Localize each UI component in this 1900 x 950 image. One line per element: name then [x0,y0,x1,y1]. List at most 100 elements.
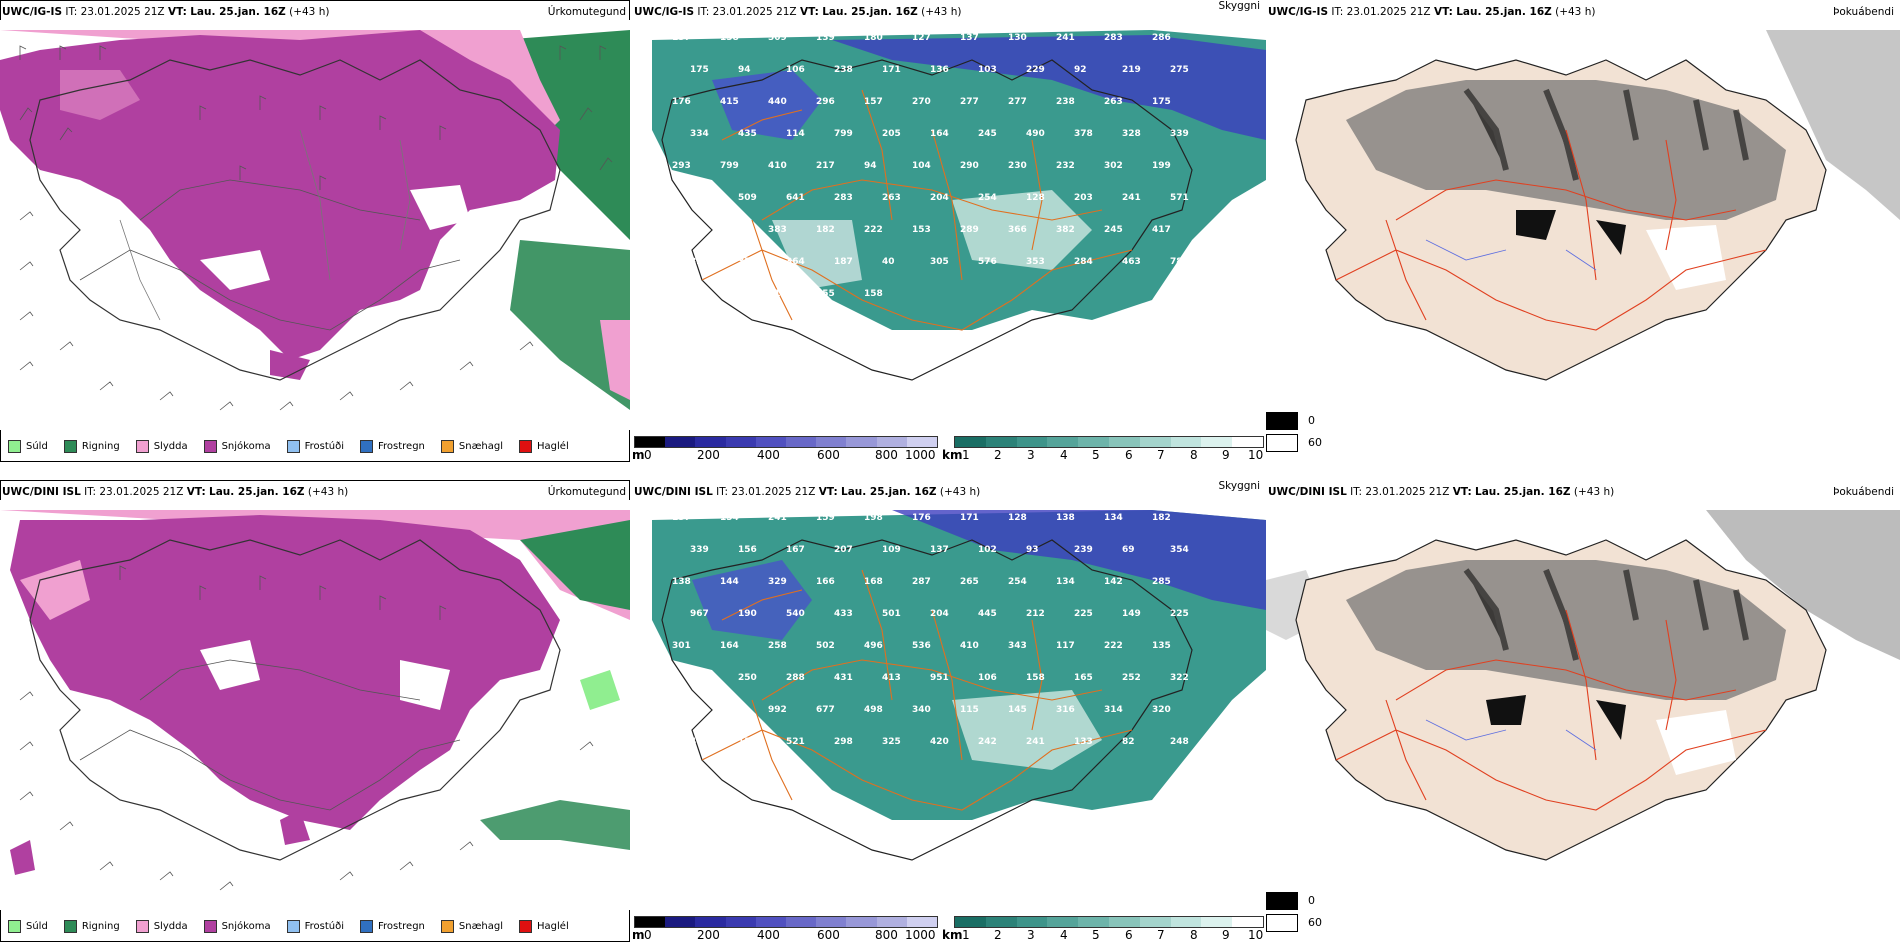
height-label: 142 [1104,577,1123,587]
height-label: 302 [1104,161,1123,171]
visibility-panel: UWC/IG-IS IT: 23.01.2025 21Z VT: Lau. 25… [632,0,1266,470]
height-label: 502 [816,641,835,651]
height-label: 328 [1122,129,1141,139]
height-label: 232 [1056,161,1075,171]
height-label: 540 [786,609,805,619]
vt-label: VT: [167,6,187,18]
height-label: 322 [1170,673,1189,683]
height-label: 165 [1074,673,1093,683]
height-label: 283 [834,193,853,203]
legend-item: Rigning [63,920,120,933]
legend-item: Frostregn [360,920,425,933]
height-label: 137 [738,737,757,747]
fog-map [1266,500,1900,910]
height-label: 285 [1152,577,1171,587]
precip-type-panel: UWC/IG-IS IT: 23.01.2025 21Z VT: Lau. 25… [0,0,632,470]
precip-map [0,500,630,910]
precip-legend: Súld Rigning Slydda Snjókoma Frostúði Fr… [8,920,585,933]
height-label: 354 [1170,545,1189,555]
height-label: 301 [672,641,691,651]
height-label: 176 [912,513,931,523]
height-label: 799 [720,161,739,171]
height-label: 180 [864,33,883,43]
it-label: IT: [65,6,78,18]
height-colorbar [634,916,938,928]
height-label: 288 [786,673,805,683]
panel-title: Úrkomutegund [547,6,626,18]
height-label: 415 [720,97,739,107]
height-label: 137 [672,513,691,523]
height-label: 364 [786,257,805,267]
height-label: 217 [816,161,835,171]
height-label: 238 [1056,97,1075,107]
panel-header: UWC/IG-IS IT: 23.01.2025 21Z VT: Lau. 25… [1268,6,1596,18]
height-label: 378 [1074,129,1093,139]
height-label: 138 [1056,513,1075,523]
height-label: 417 [1152,225,1171,235]
height-label: 239 [1074,545,1093,555]
height-label: 298 [672,289,691,299]
panel-header: UWC/DINI ISL IT: 23.01.2025 21Z VT: Lau.… [2,486,349,498]
visibility-colorbar [954,436,1264,448]
legend-item: Rigning [63,440,120,453]
height-label: 318 [768,289,787,299]
height-label: 265 [960,577,979,587]
height-label: 277 [960,97,979,107]
fog-legend: 0 60 [1266,412,1322,452]
height-label: 297 [720,225,739,235]
height-label: 207 [834,545,853,555]
height-label: 149 [1122,609,1141,619]
panel-title: Úrkomutegund [547,486,626,498]
height-label: 314 [1104,705,1123,715]
height-label: 156 [738,545,757,555]
height-label: 167 [786,545,805,555]
visibility-map: 137 138 509 139 180 127 137 130 241 283 286 175 94 10… [632,20,1266,430]
height-label: 176 [672,97,691,107]
precip-type-panel: UWC/DINI ISL IT: 23.01.2025 21Z VT: Lau.… [0,480,632,950]
height-label: 153 [912,225,931,235]
legend-item: Súld [8,440,48,453]
fog-map [1266,20,1900,430]
height-label: 298 [834,737,853,747]
height-label: 230 [1008,161,1027,171]
height-label: 106 [786,65,805,75]
height-label: 130 [1008,33,1027,43]
height-label: 154 [720,513,739,523]
height-label: 190 [738,609,757,619]
height-label: 289 [960,225,979,235]
height-label: 269 [720,705,739,715]
height-label: 171 [882,65,901,75]
height-label: 263 [1104,97,1123,107]
height-label: 225 [1170,609,1189,619]
height-label: 137 [960,33,979,43]
height-label: 225 [1074,609,1093,619]
height-label: 536 [912,641,931,651]
height-label: 40 [882,257,895,267]
height-label: 241 [1056,33,1075,43]
height-label: 139 [816,33,835,43]
height-label: 410 [960,641,979,651]
legend-item: Frostúði [286,920,344,933]
panel-header: UWC/DINI ISL IT: 23.01.2025 21Z VT: Lau.… [1268,486,1615,498]
height-label: 305 [930,257,949,267]
height-label: 339 [1170,129,1189,139]
height-label: 967 [690,609,709,619]
height-label: 283 [1104,33,1123,43]
height-label: 440 [768,97,787,107]
height-label: 199 [1152,161,1171,171]
height-label: 571 [1170,193,1189,203]
height-label: 158 [864,289,883,299]
height-label: 498 [864,705,883,715]
panel-header: UWC/IG-IS IT: 23.01.2025 21Z VT: Lau. 25… [2,6,329,18]
height-label: 343 [672,705,691,715]
visibility-panel: UWC/DINI ISL IT: 23.01.2025 21Z VT: Lau.… [632,480,1266,950]
panel-title: Þokuábendi [1833,486,1894,498]
height-label: 294 [690,193,709,203]
height-label: 198 [864,513,883,523]
height-label: 134 [1056,577,1075,587]
panel-title: Skyggni [1218,0,1261,12]
height-label: 509 [768,33,787,43]
height-label: 435 [738,129,757,139]
height-label: 242 [978,737,997,747]
height-label: 641 [786,193,805,203]
